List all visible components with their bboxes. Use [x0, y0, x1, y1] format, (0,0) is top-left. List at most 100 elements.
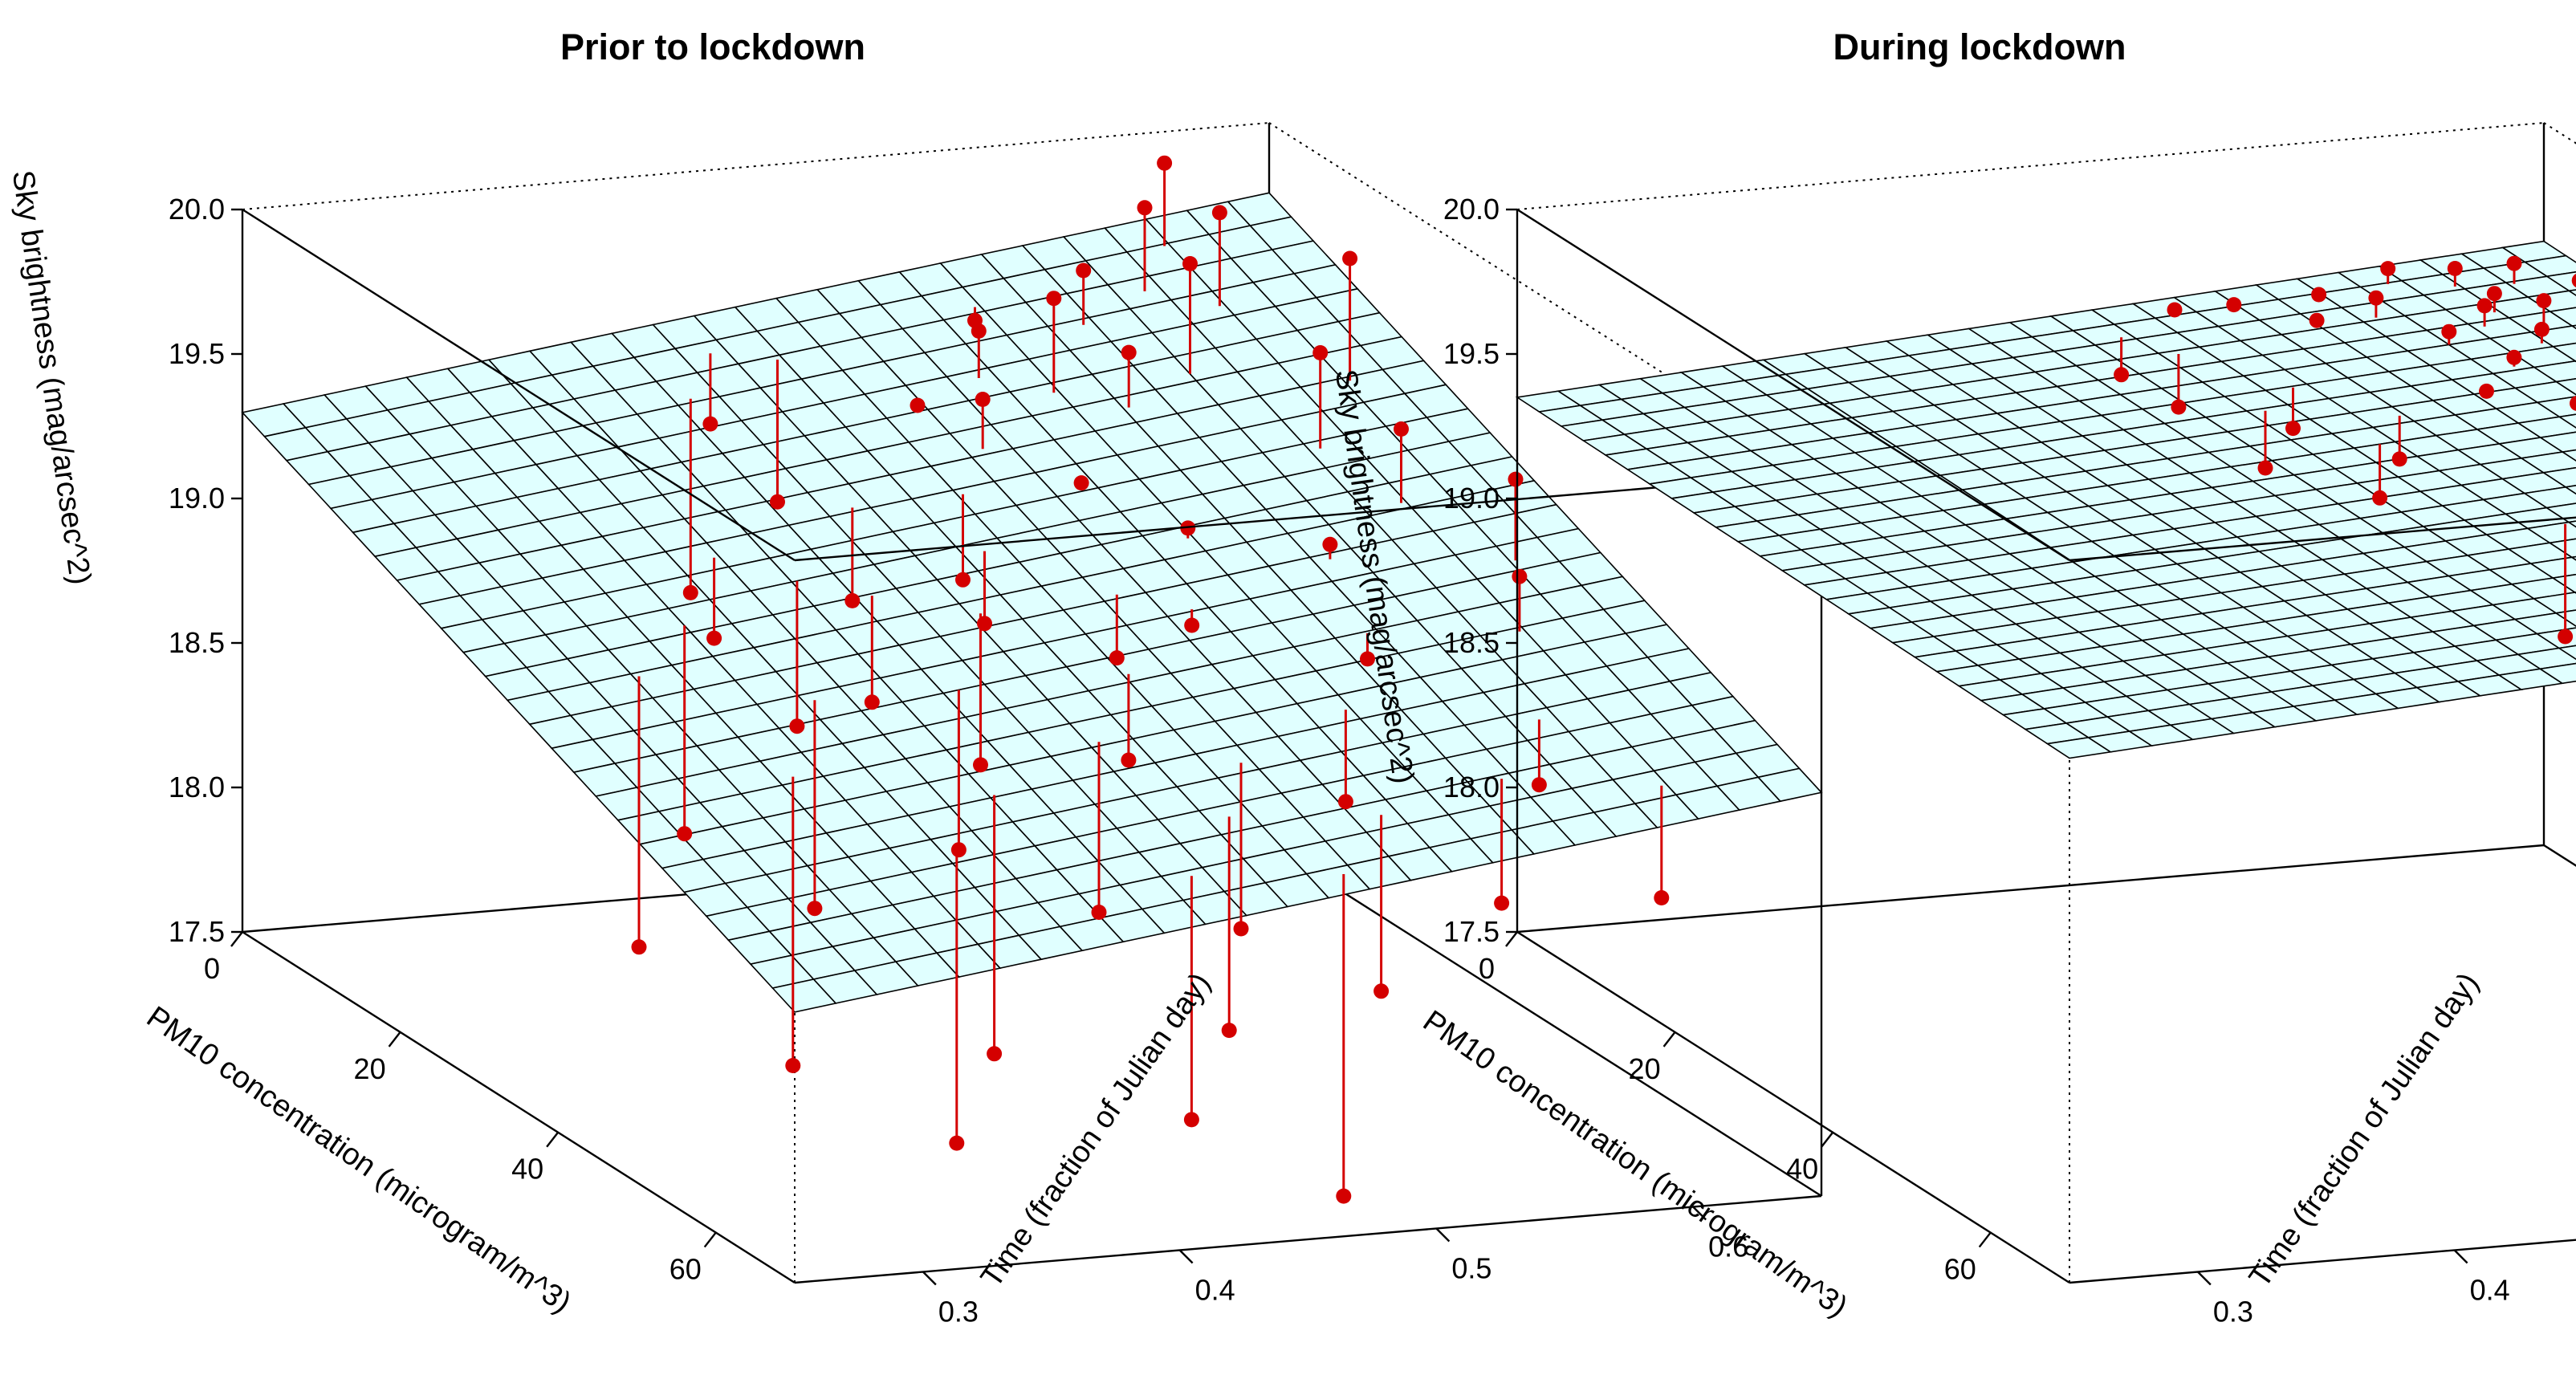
- data-point: [1394, 421, 1409, 437]
- box-edge-top-right-front: [2069, 516, 2576, 562]
- x-tick-label: 60: [669, 1253, 702, 1286]
- y-tick: [922, 1271, 937, 1286]
- y-tick: [1435, 1227, 1451, 1243]
- plane-cell: [2566, 520, 2576, 528]
- data-point: [2114, 367, 2130, 383]
- data-point: [2447, 261, 2463, 276]
- data-point: [1531, 777, 1547, 793]
- data-point: [1211, 205, 1227, 221]
- data-point: [1180, 520, 1196, 536]
- plane-cell: [2535, 396, 2576, 418]
- y-tick-label: 0.5: [1451, 1252, 1491, 1285]
- y-tick: [1692, 1206, 1707, 1221]
- plane-cell: [2513, 380, 2576, 404]
- data-point: [955, 572, 971, 588]
- box-edge-bottom-right: [794, 1194, 1822, 1284]
- data-point: [1336, 1188, 1352, 1204]
- y-tick-label: 0.6: [1708, 1231, 1748, 1263]
- data-point: [1076, 262, 1092, 279]
- data-point: [677, 826, 693, 842]
- z-axis-label: Sky brightness (mag/arcsec^2): [6, 169, 97, 587]
- x-tick: [546, 1131, 560, 1148]
- data-point: [1654, 890, 1670, 905]
- z-tick-label: 19.5: [169, 337, 225, 370]
- panel-prior-to-lockdown: 17.5 18.0 18.5 19.0 19.5 20.0 0 20 40 60 0.3 0.4 0.5…: [6, 26, 1823, 1328]
- data-point: [1121, 752, 1137, 768]
- data-point: [977, 616, 992, 632]
- data-point: [1073, 475, 1089, 491]
- x-tick: [1505, 931, 1518, 947]
- data-point: [1322, 536, 1338, 552]
- data-point: [910, 397, 926, 413]
- plane-cell: [2551, 342, 2576, 362]
- box-edge-bottom-right: [2069, 1239, 2576, 1284]
- data-point: [1221, 1023, 1237, 1039]
- data-point: [2570, 396, 2576, 411]
- plane-cell: [2554, 378, 2576, 396]
- box-edge-top-right-front: [794, 472, 1822, 562]
- data-point: [1184, 617, 1200, 633]
- y-tick-label: 0.4: [1195, 1274, 1235, 1307]
- plane-cell: [2557, 645, 2576, 661]
- z-tick-label: 20.0: [169, 193, 225, 226]
- z-tick-label: 18.0: [169, 771, 225, 803]
- x-tick: [1662, 1031, 1676, 1048]
- data-point: [2226, 297, 2242, 313]
- data-point: [1312, 345, 1329, 360]
- x-tick-label: 40: [1786, 1153, 1818, 1186]
- plane-cell: [2541, 466, 2576, 488]
- x-tick: [230, 931, 243, 947]
- data-point: [2571, 273, 2576, 288]
- data-point: [2257, 460, 2273, 476]
- data-point: [2171, 399, 2187, 415]
- z-tick-label: 19.0: [169, 482, 225, 515]
- plane-cell: [2517, 416, 2576, 438]
- plane-cell: [2567, 289, 2576, 296]
- data-point: [2476, 298, 2493, 314]
- z-tick-label: 18.5: [1443, 626, 1500, 659]
- plane-cell: [2561, 449, 2576, 462]
- data-point: [770, 494, 785, 510]
- data-point: [949, 1135, 965, 1151]
- z-tick-label: 19.5: [1443, 337, 1500, 370]
- data-point: [987, 1046, 1003, 1062]
- data-point: [1337, 794, 1353, 810]
- box-edge-top-back: [1516, 122, 2545, 210]
- z-tick-label: 17.5: [169, 915, 225, 948]
- data-point: [1046, 291, 1062, 307]
- plane-cell: [2513, 612, 2576, 635]
- x-tick: [388, 1031, 401, 1048]
- y-tick: [2453, 1249, 2468, 1264]
- data-point: [2558, 629, 2574, 645]
- data-point: [864, 694, 880, 710]
- plane-cell: [2570, 555, 2576, 561]
- chart-title: Prior to lockdown: [560, 26, 865, 67]
- z-tick-label: 18.0: [1443, 771, 1500, 803]
- box-edge-top-front: [242, 208, 796, 562]
- box-edge-top-front: [1516, 208, 2070, 562]
- data-point: [1137, 200, 1153, 216]
- x-tick: [1978, 1231, 1992, 1248]
- data-point: [1342, 250, 1358, 266]
- data-point: [1512, 568, 1528, 584]
- data-point: [2309, 312, 2325, 328]
- data-point: [2311, 287, 2327, 303]
- z-tick-label: 18.5: [169, 626, 225, 659]
- plane-cell: [2525, 521, 2576, 544]
- data-point: [2372, 490, 2388, 506]
- data-point: [2479, 383, 2494, 399]
- plane-cell: [2516, 647, 2576, 670]
- data-point: [2167, 302, 2183, 318]
- plane-cell: [2522, 486, 2576, 509]
- box-edge-top-right: [1268, 122, 1822, 474]
- x-tick-label: 40: [511, 1153, 543, 1186]
- data-point: [1183, 1112, 1199, 1128]
- data-point: [2506, 349, 2522, 365]
- data-point: [631, 939, 647, 955]
- box-edge-top-back: [242, 122, 1270, 210]
- data-point: [2533, 321, 2550, 337]
- data-point: [2380, 261, 2396, 277]
- y-tick: [2197, 1271, 2212, 1286]
- data-point: [2285, 421, 2301, 437]
